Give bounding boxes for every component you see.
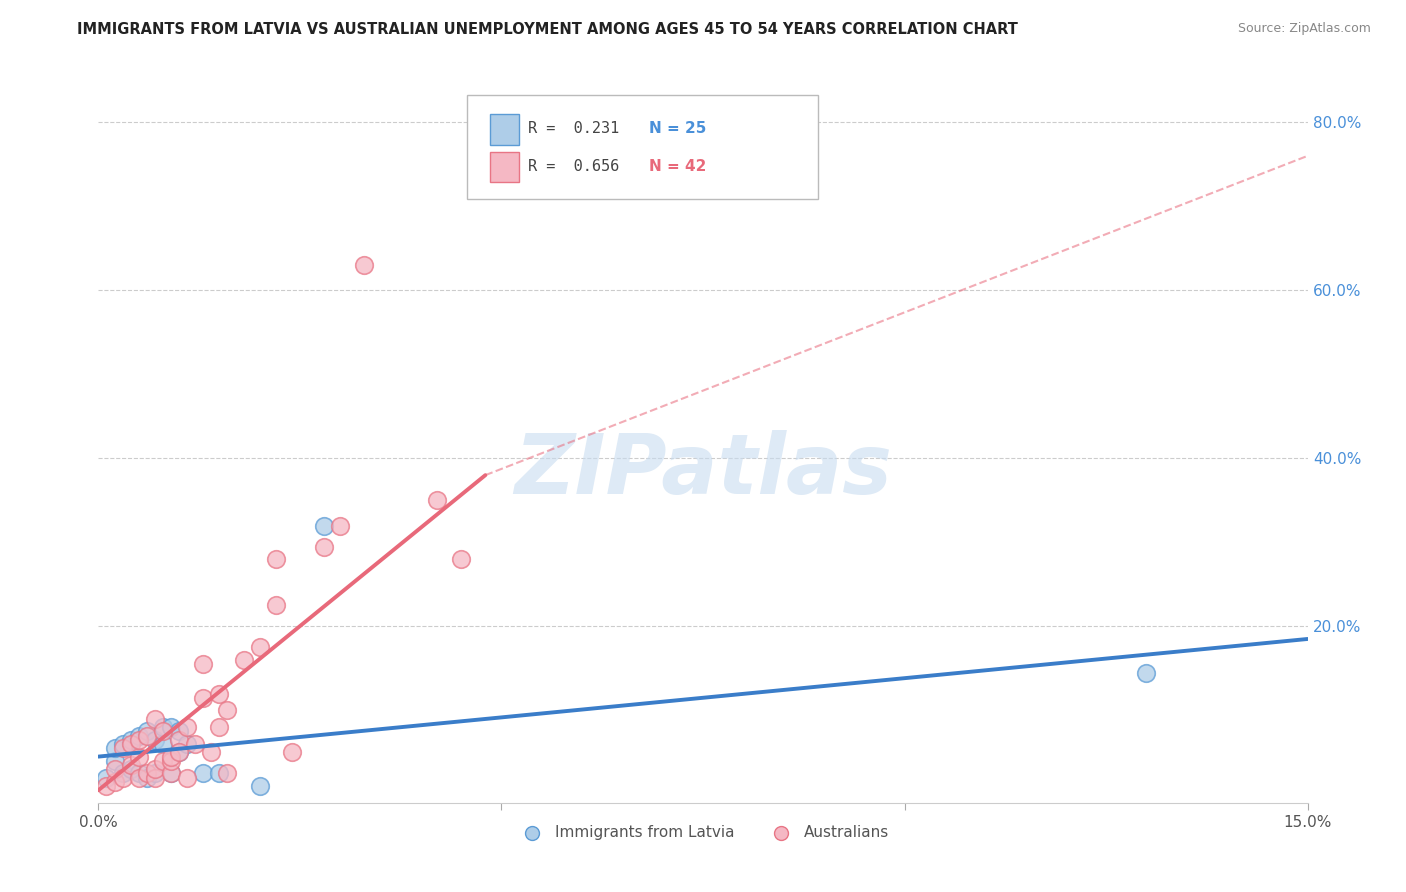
Point — [143, 766, 166, 780]
Point — [167, 745, 190, 759]
Text: R =  0.656: R = 0.656 — [527, 160, 619, 175]
Point — [208, 687, 231, 701]
Point — [111, 737, 134, 751]
Point — [160, 766, 183, 780]
Point — [120, 758, 142, 772]
Text: N = 25: N = 25 — [648, 121, 706, 136]
Point — [128, 749, 150, 764]
Point — [128, 771, 150, 785]
FancyBboxPatch shape — [467, 95, 818, 200]
Point — [160, 749, 183, 764]
Point — [135, 771, 157, 785]
Point — [176, 737, 198, 751]
Point — [103, 754, 125, 768]
Point — [135, 766, 157, 780]
Point — [193, 766, 215, 780]
Point — [193, 657, 215, 672]
Point — [264, 552, 287, 566]
Point — [128, 766, 150, 780]
Point — [128, 729, 150, 743]
Text: IMMIGRANTS FROM LATVIA VS AUSTRALIAN UNEMPLOYMENT AMONG AGES 45 TO 54 YEARS CORR: IMMIGRANTS FROM LATVIA VS AUSTRALIAN UNE… — [77, 22, 1018, 37]
Point — [111, 741, 134, 756]
Legend: Immigrants from Latvia, Australians: Immigrants from Latvia, Australians — [510, 819, 896, 846]
Text: N = 42: N = 42 — [648, 160, 706, 175]
Point — [128, 732, 150, 747]
Point — [160, 766, 183, 780]
Point — [232, 653, 254, 667]
Point — [143, 762, 166, 776]
Point — [193, 690, 215, 705]
Point — [103, 774, 125, 789]
Point — [167, 732, 190, 747]
Point — [167, 724, 190, 739]
Point — [176, 771, 198, 785]
Point — [208, 766, 231, 780]
Point — [96, 771, 118, 785]
Point — [143, 732, 166, 747]
Point — [103, 762, 125, 776]
Point — [160, 754, 183, 768]
Point — [314, 540, 336, 554]
Point — [184, 737, 207, 751]
Point — [1135, 665, 1157, 680]
Point — [314, 518, 336, 533]
Text: ZIPatlas: ZIPatlas — [515, 430, 891, 511]
Point — [208, 720, 231, 734]
Point — [249, 640, 271, 655]
Point — [143, 712, 166, 726]
Point — [200, 745, 222, 759]
Point — [111, 766, 134, 780]
Text: R =  0.231: R = 0.231 — [527, 121, 619, 136]
Point — [152, 754, 174, 768]
Point — [217, 703, 239, 717]
Point — [249, 779, 271, 793]
Point — [217, 766, 239, 780]
Point — [152, 737, 174, 751]
Point — [135, 729, 157, 743]
Point — [111, 771, 134, 785]
Point — [120, 737, 142, 751]
Point — [450, 552, 472, 566]
Point — [426, 493, 449, 508]
Point — [281, 745, 304, 759]
FancyBboxPatch shape — [491, 152, 519, 182]
Point — [135, 724, 157, 739]
Point — [160, 720, 183, 734]
Point — [176, 720, 198, 734]
Point — [120, 732, 142, 747]
Point — [103, 741, 125, 756]
Point — [152, 724, 174, 739]
Point — [329, 518, 352, 533]
Point — [264, 599, 287, 613]
Text: Source: ZipAtlas.com: Source: ZipAtlas.com — [1237, 22, 1371, 36]
Point — [152, 720, 174, 734]
Point — [96, 779, 118, 793]
FancyBboxPatch shape — [491, 114, 519, 145]
Point — [120, 762, 142, 776]
Point — [167, 745, 190, 759]
Point — [143, 771, 166, 785]
Point — [353, 258, 375, 272]
